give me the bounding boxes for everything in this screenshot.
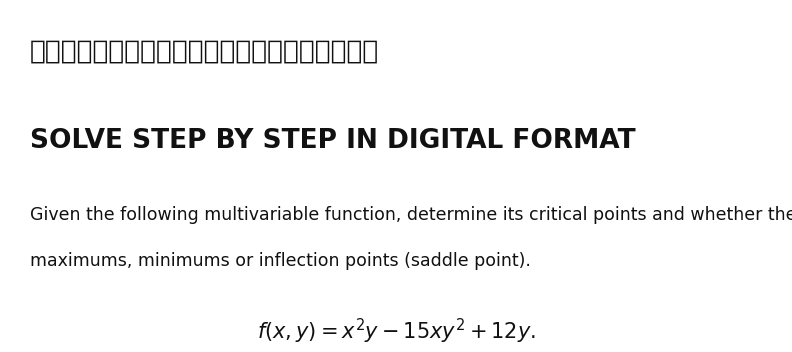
Text: デジタル形式で段階的に解決　　ありがとう！！: デジタル形式で段階的に解決 ありがとう！！: [30, 39, 379, 65]
Text: maximums, minimums or inflection points (saddle point).: maximums, minimums or inflection points …: [30, 252, 531, 270]
Text: SOLVE STEP BY STEP IN DIGITAL FORMAT: SOLVE STEP BY STEP IN DIGITAL FORMAT: [30, 128, 636, 155]
Text: $f(x, y) = x^{2}y - 15xy^{2} + 12y.$: $f(x, y) = x^{2}y - 15xy^{2} + 12y.$: [257, 317, 535, 346]
Text: Given the following multivariable function, determine its critical points and wh: Given the following multivariable functi…: [30, 206, 792, 224]
